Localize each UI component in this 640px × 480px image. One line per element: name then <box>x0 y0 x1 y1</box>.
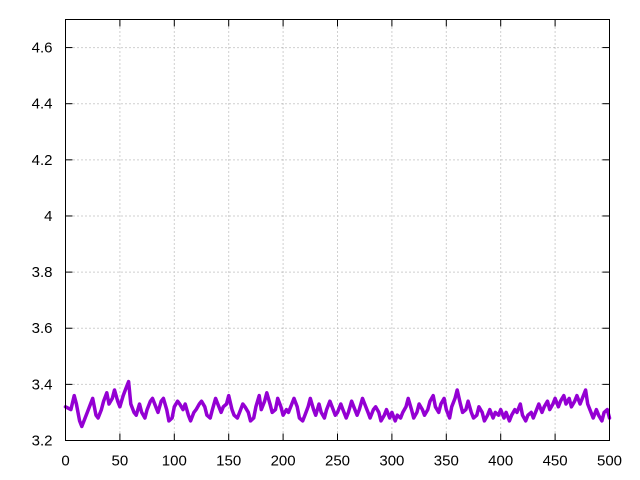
x-tick-label: 50 <box>112 453 129 470</box>
y-tick-label: 4.2 <box>32 152 53 169</box>
series-line <box>63 379 612 429</box>
tick-labels: 0 50 100 150 200 250 300 350 400 450 500 3.2 3.4 3.6 3… <box>32 40 622 470</box>
x-tick-label: 300 <box>379 453 404 470</box>
y-tick-label: 4.6 <box>32 40 53 57</box>
y-tick-label: 3.4 <box>32 376 53 393</box>
grid-layer <box>65 19 610 441</box>
x-tick-label: 400 <box>488 453 513 470</box>
plot-frame <box>65 19 610 441</box>
series-layer <box>63 379 612 429</box>
ticks-layer <box>65 19 610 441</box>
x-tick-label: 150 <box>216 453 241 470</box>
x-tick-label: 350 <box>434 453 459 470</box>
y-tick-label: 4 <box>44 208 52 225</box>
x-tick-label: 0 <box>61 453 69 470</box>
x-tick-label: 200 <box>271 453 296 470</box>
x-tick-label: 250 <box>325 453 350 470</box>
x-tick-label: 500 <box>597 453 622 470</box>
x-tick-label: 100 <box>162 453 187 470</box>
y-tick-label: 3.8 <box>32 264 53 281</box>
y-tick-label: 3.2 <box>32 433 53 450</box>
y-tick-label: 3.6 <box>32 320 53 337</box>
x-tick-label: 450 <box>543 453 568 470</box>
y-tick-label: 4.4 <box>32 96 53 113</box>
